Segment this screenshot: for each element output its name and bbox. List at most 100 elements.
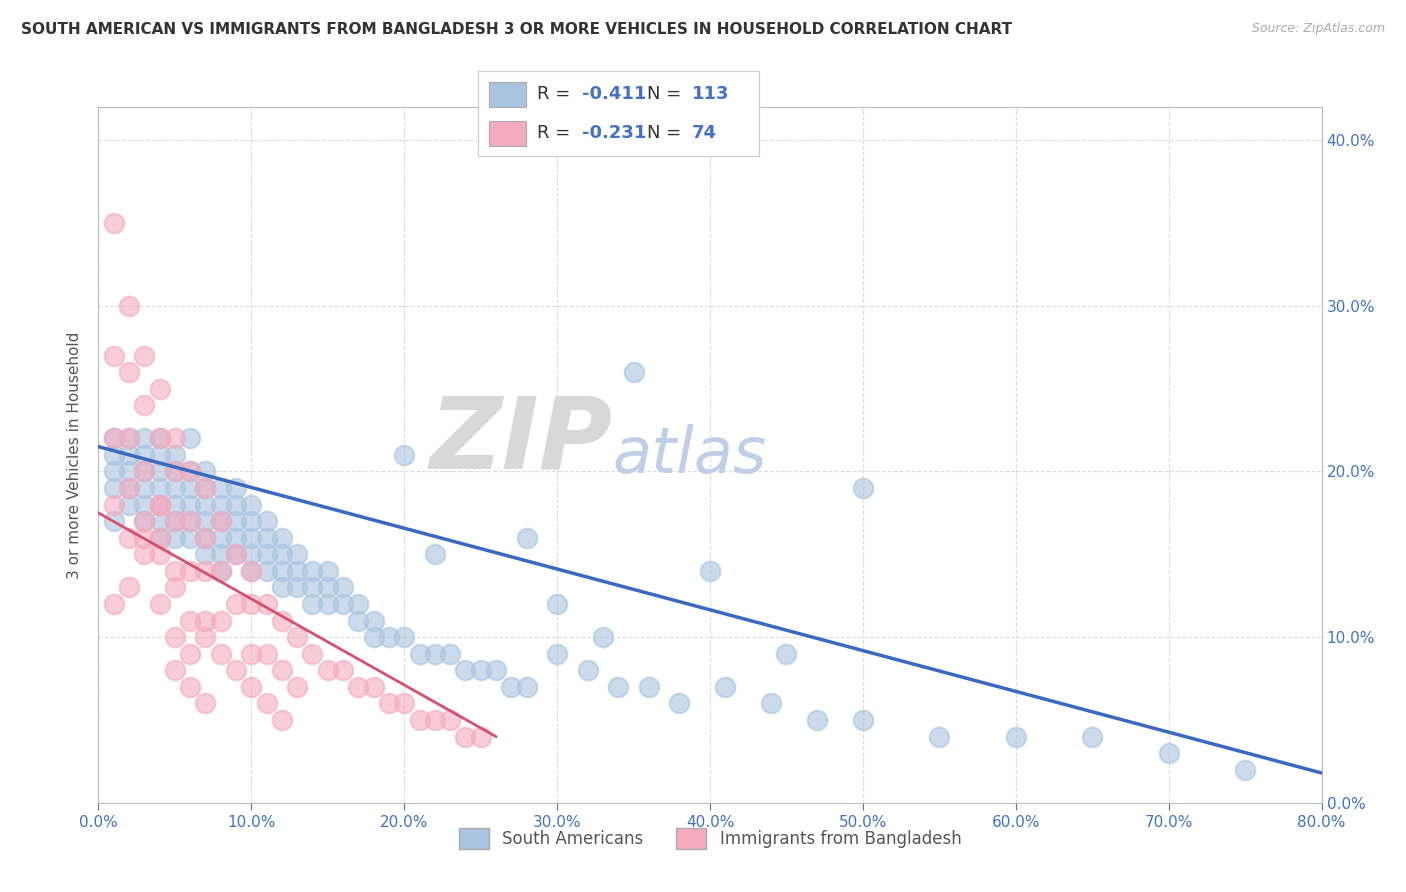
- Point: [163, 663, 186, 677]
- Point: [576, 663, 599, 677]
- Point: [103, 465, 125, 479]
- Point: [301, 581, 323, 595]
- Point: [363, 614, 385, 628]
- Point: [149, 547, 172, 561]
- Point: [256, 597, 278, 611]
- Point: [225, 547, 247, 561]
- Point: [209, 514, 232, 528]
- Point: [209, 481, 232, 495]
- Point: [179, 431, 201, 445]
- Point: [1081, 730, 1104, 744]
- Point: [103, 349, 125, 363]
- Point: [194, 465, 217, 479]
- Point: [392, 697, 416, 711]
- Point: [347, 614, 370, 628]
- Text: SOUTH AMERICAN VS IMMIGRANTS FROM BANGLADESH 3 OR MORE VEHICLES IN HOUSEHOLD COR: SOUTH AMERICAN VS IMMIGRANTS FROM BANGLA…: [21, 22, 1012, 37]
- Point: [714, 680, 737, 694]
- Point: [149, 448, 172, 462]
- Point: [332, 663, 354, 677]
- Point: [179, 647, 201, 661]
- Text: N =: N =: [647, 86, 686, 103]
- Point: [240, 680, 263, 694]
- Point: [194, 531, 217, 545]
- Point: [118, 481, 141, 495]
- Point: [134, 531, 156, 545]
- Point: [301, 647, 323, 661]
- Point: [378, 697, 401, 711]
- Point: [134, 398, 156, 412]
- Point: [103, 448, 125, 462]
- Point: [103, 431, 125, 445]
- Point: [209, 647, 232, 661]
- Point: [134, 465, 156, 479]
- Point: [256, 647, 278, 661]
- Point: [270, 713, 292, 727]
- Point: [179, 680, 201, 694]
- Point: [149, 465, 172, 479]
- Point: [118, 365, 141, 379]
- Point: [134, 514, 156, 528]
- Point: [118, 431, 141, 445]
- Point: [1157, 746, 1180, 760]
- Point: [501, 680, 523, 694]
- Point: [194, 481, 217, 495]
- Point: [163, 514, 186, 528]
- Point: [270, 564, 292, 578]
- Point: [209, 564, 232, 578]
- Point: [149, 597, 172, 611]
- Point: [1234, 763, 1257, 777]
- Point: [592, 630, 614, 644]
- Point: [637, 680, 661, 694]
- Point: [179, 614, 201, 628]
- Point: [103, 498, 125, 512]
- Text: ZIP: ZIP: [429, 392, 612, 490]
- Point: [163, 581, 186, 595]
- Point: [194, 547, 217, 561]
- Point: [285, 630, 308, 644]
- Point: [194, 697, 217, 711]
- Point: [347, 597, 370, 611]
- Point: [454, 663, 477, 677]
- Point: [423, 547, 446, 561]
- Point: [378, 630, 401, 644]
- Point: [134, 349, 156, 363]
- Point: [179, 514, 201, 528]
- Point: [103, 597, 125, 611]
- Point: [699, 564, 721, 578]
- Point: [270, 581, 292, 595]
- Point: [332, 581, 354, 595]
- Point: [209, 614, 232, 628]
- Point: [163, 465, 186, 479]
- Point: [392, 630, 416, 644]
- Point: [194, 481, 217, 495]
- Point: [134, 465, 156, 479]
- Point: [852, 713, 875, 727]
- Point: [163, 465, 186, 479]
- Point: [439, 647, 461, 661]
- Point: [454, 730, 477, 744]
- Point: [546, 597, 568, 611]
- Point: [134, 448, 156, 462]
- Point: [194, 531, 217, 545]
- Point: [103, 514, 125, 528]
- Point: [209, 531, 232, 545]
- Point: [423, 647, 446, 661]
- Point: [225, 531, 247, 545]
- Point: [134, 498, 156, 512]
- Point: [134, 431, 156, 445]
- Text: N =: N =: [647, 124, 686, 142]
- Point: [179, 514, 201, 528]
- Point: [470, 730, 492, 744]
- Point: [240, 498, 263, 512]
- Point: [301, 597, 323, 611]
- Text: 74: 74: [692, 124, 717, 142]
- FancyBboxPatch shape: [489, 81, 526, 107]
- Point: [163, 514, 186, 528]
- Point: [668, 697, 690, 711]
- Point: [256, 514, 278, 528]
- Point: [149, 531, 172, 545]
- Point: [149, 514, 172, 528]
- Point: [347, 680, 370, 694]
- Point: [363, 680, 385, 694]
- Point: [1004, 730, 1026, 744]
